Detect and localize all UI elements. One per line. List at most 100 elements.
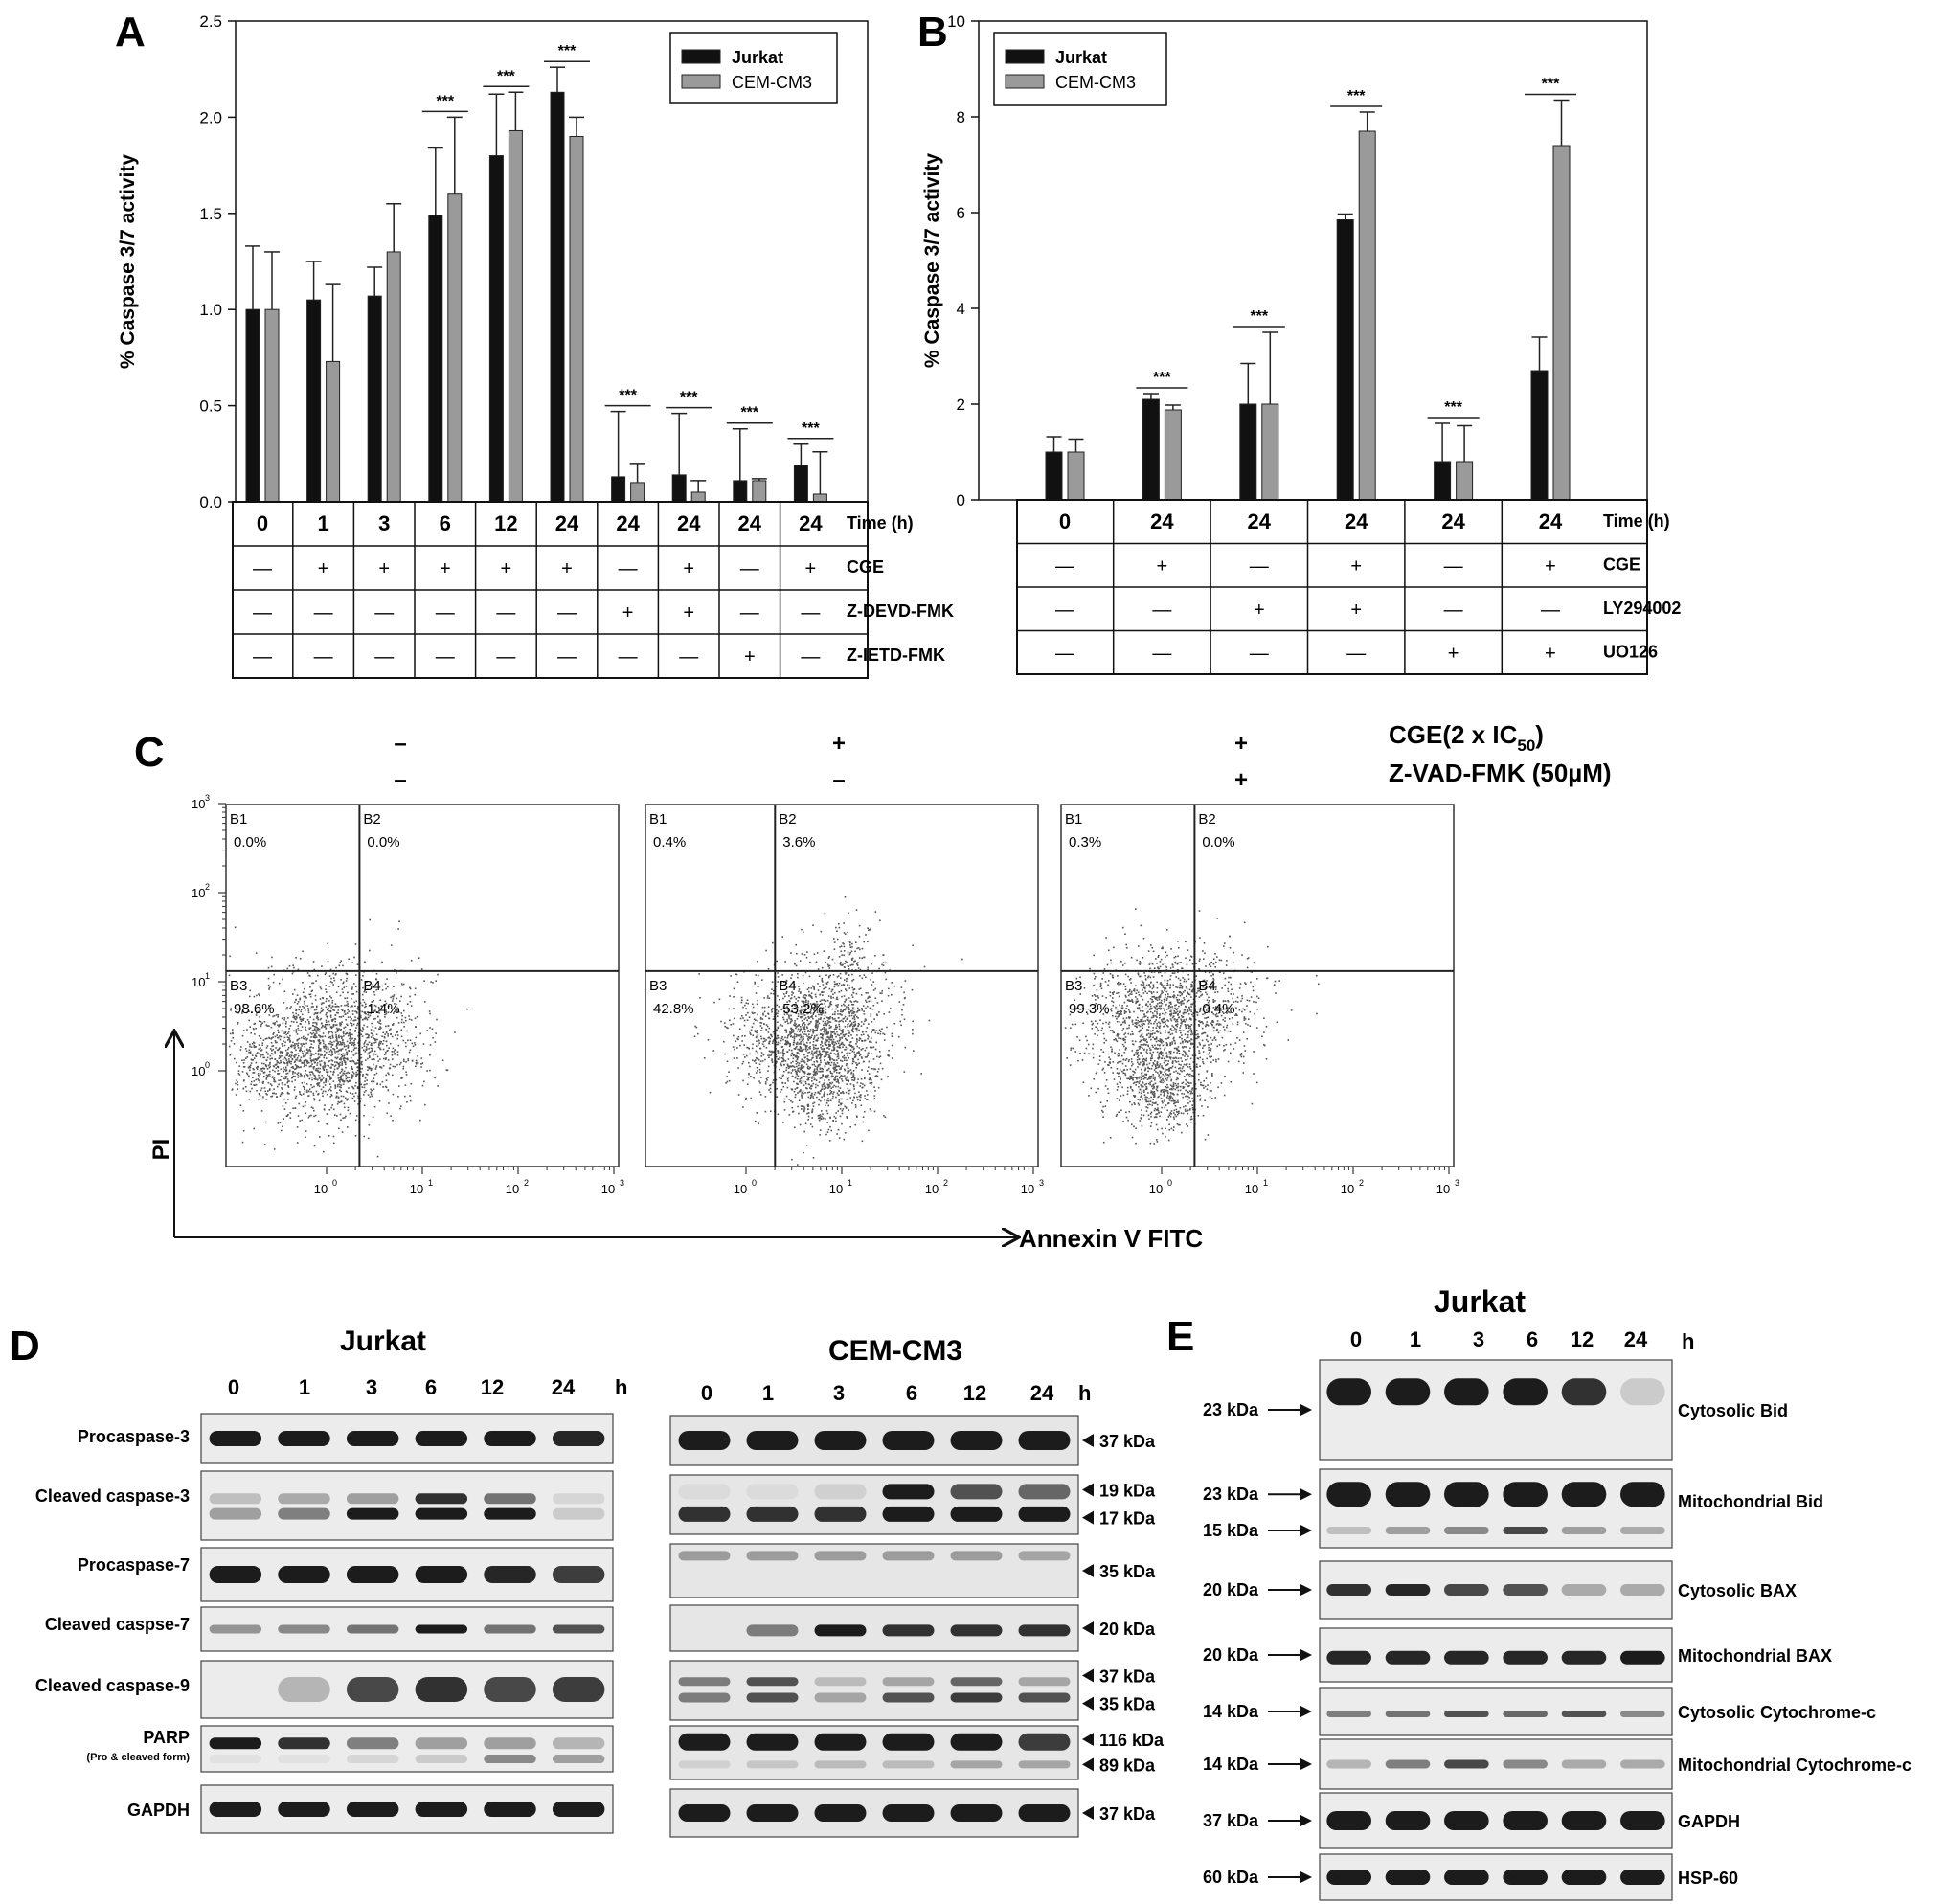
cem-blot-3-band: [950, 1624, 1003, 1637]
cem-blot-6-band: [678, 1804, 731, 1822]
jurkat-blot-1-band: [278, 1493, 330, 1505]
panelA-bar-cem-cm3: [569, 135, 584, 503]
panel-e-blot-0-band: [1385, 1378, 1431, 1406]
cem-kda-label: 35 kDa: [1099, 1695, 1156, 1714]
quadrant-percent: 0.0%: [367, 834, 399, 850]
panelA-table-cell: 24: [677, 511, 701, 535]
panel-e-blot-5-band: [1561, 1759, 1607, 1769]
panel-e-blot-4-band: [1561, 1711, 1607, 1717]
cge-sign: +: [1234, 731, 1248, 757]
cge-label-close: ): [1535, 720, 1544, 749]
quadrant-name: B4: [1198, 978, 1215, 994]
cem-blot-5-band: [746, 1760, 799, 1769]
panel-e-blot-label: Cytosolic BAX: [1678, 1581, 1797, 1600]
cem-blot-1-band: [882, 1506, 935, 1522]
panel-e-blot-1-band: [1385, 1526, 1431, 1534]
cem-blot-0-band: [814, 1431, 867, 1450]
jurkat-blot-5-band: [278, 1737, 330, 1750]
panelA-table-cell: —: [374, 602, 394, 623]
panelB-table-cell: —: [1541, 600, 1560, 621]
panelB-y-axis-label: % Caspase 3/7 activity: [921, 153, 943, 368]
cem-blot-1-band: [950, 1484, 1003, 1500]
panel-e-blot-6: [1319, 1792, 1673, 1849]
panelB-ytick-label: 4: [957, 300, 965, 318]
panel-d-letter: D: [10, 1323, 40, 1370]
kda-arrow-icon: [1082, 1564, 1094, 1577]
jurkat-blot-2-band: [278, 1566, 330, 1583]
jurkat-blot-5-band: [346, 1737, 399, 1750]
panel-e-blot-3: [1319, 1627, 1673, 1683]
cem-blot-4-band: [950, 1692, 1003, 1703]
cem-blot-0: [669, 1415, 1079, 1466]
panel-a-chart: 0.0 0.5 1.0 1.5 2.0 2.5 % Caspase 3/7 activity…: [117, 12, 954, 679]
panelA-bar-jurkat: [306, 299, 322, 503]
jurkat-blot-5: [200, 1725, 614, 1773]
panel-e-blot-1-band: [1503, 1482, 1548, 1507]
panel-e-kda-label: 60 kDa: [1203, 1868, 1259, 1887]
kda-arrow-icon: [1082, 1434, 1094, 1447]
panelB-bar-cem-cm3: [1261, 403, 1279, 501]
jurkat-blot-label: Cleaved caspse-7: [45, 1615, 190, 1634]
quadrant-name: B3: [649, 978, 667, 994]
panelB-table-cell: —: [1152, 600, 1171, 621]
panel-e-blot-0-band: [1444, 1378, 1489, 1406]
quadrant-percent: 98.6%: [234, 1001, 275, 1017]
jurkat-blot-2-band: [346, 1566, 399, 1583]
panelA-table-cell: 24: [738, 511, 762, 535]
cem-blot-6: [669, 1788, 1079, 1838]
jurkat-blot-1-band: [415, 1507, 468, 1520]
panelA-bar-jurkat: [245, 308, 260, 503]
jurkat-blot-1-band: [552, 1507, 605, 1520]
panel-e-kda-label: 20 kDa: [1203, 1645, 1259, 1665]
panelA-bar-cem-cm3: [447, 193, 463, 503]
jurkat-blot-3-band: [278, 1624, 330, 1634]
cem-blot-1-band: [814, 1506, 867, 1522]
cem-blot-4-band: [950, 1677, 1003, 1687]
quadrant-percent: 42.8%: [653, 1001, 694, 1017]
panelB-significance-label: ***: [1153, 370, 1171, 386]
panelA-table-cell: —: [253, 558, 272, 579]
jurkat-blot-1-band: [484, 1493, 536, 1505]
panelA-ytick-label: 1.0: [199, 301, 222, 319]
panel-e-blot-5-band: [1503, 1759, 1548, 1769]
cem-blot-4-band: [746, 1692, 799, 1703]
panel-e-blot-1-band: [1444, 1526, 1489, 1534]
flow-x-tick-label: 10: [1245, 1182, 1258, 1196]
panelA-table-cell: 24: [616, 511, 640, 535]
panel-e-blot-0-band: [1326, 1378, 1371, 1406]
panel-e-blot-0: [1319, 1359, 1673, 1461]
jurkat-blot-0-band: [552, 1431, 605, 1446]
panel-e-blot-2-band: [1620, 1584, 1665, 1596]
panelA-legend-box: [669, 32, 838, 104]
flow-x-tick-label: 10: [1149, 1182, 1163, 1196]
panel-e-kda-label: 23 kDa: [1203, 1400, 1259, 1419]
cem-kda-label: 37 kDa: [1099, 1667, 1156, 1687]
panelA-ytick-label: 1.5: [199, 205, 222, 223]
panel-e-timepoint: 12: [1571, 1327, 1594, 1351]
jurkat-blot-5-band: [415, 1737, 468, 1750]
panelB-bar-cem-cm3: [1358, 130, 1376, 501]
cem-kda-label: 35 kDa: [1099, 1562, 1156, 1581]
jurkat-blot-0: [200, 1413, 614, 1464]
jurkat-blot-label: Procaspase-7: [78, 1555, 190, 1575]
panelA-table-cell: +: [622, 602, 634, 623]
panel-e-blot-5-band: [1444, 1759, 1489, 1769]
quadrant-name: B3: [230, 978, 247, 994]
kda-arrow-icon: [1082, 1696, 1094, 1711]
jurkat-blot-label: PARP: [143, 1728, 190, 1747]
cem-blot-5-band: [950, 1760, 1003, 1769]
panel-e-blot-6-band: [1561, 1811, 1607, 1830]
panel-e-blot-2: [1319, 1560, 1673, 1620]
cem-blot-3-band: [746, 1624, 799, 1637]
panelA-table-cell: —: [253, 646, 272, 668]
kda-arrow-icon: [1082, 1757, 1094, 1772]
cem-time-unit: h: [1078, 1381, 1091, 1405]
jurkat-blot-1-band: [209, 1493, 262, 1505]
panelB-bar-jurkat: [1045, 451, 1063, 501]
panel-e-blot-3-band: [1385, 1650, 1431, 1665]
panel-e-blot-3-band: [1444, 1650, 1489, 1665]
arrow-right-icon: [1300, 1488, 1312, 1501]
cge-sign: –: [394, 731, 406, 757]
panel-e-blot-1-band: [1503, 1526, 1548, 1534]
panel-c-flow-cytometry: – – + – + + CGE(2 x IC50) Z-VAD-FMK (50µM) B1 0.0…: [148, 720, 1612, 1253]
